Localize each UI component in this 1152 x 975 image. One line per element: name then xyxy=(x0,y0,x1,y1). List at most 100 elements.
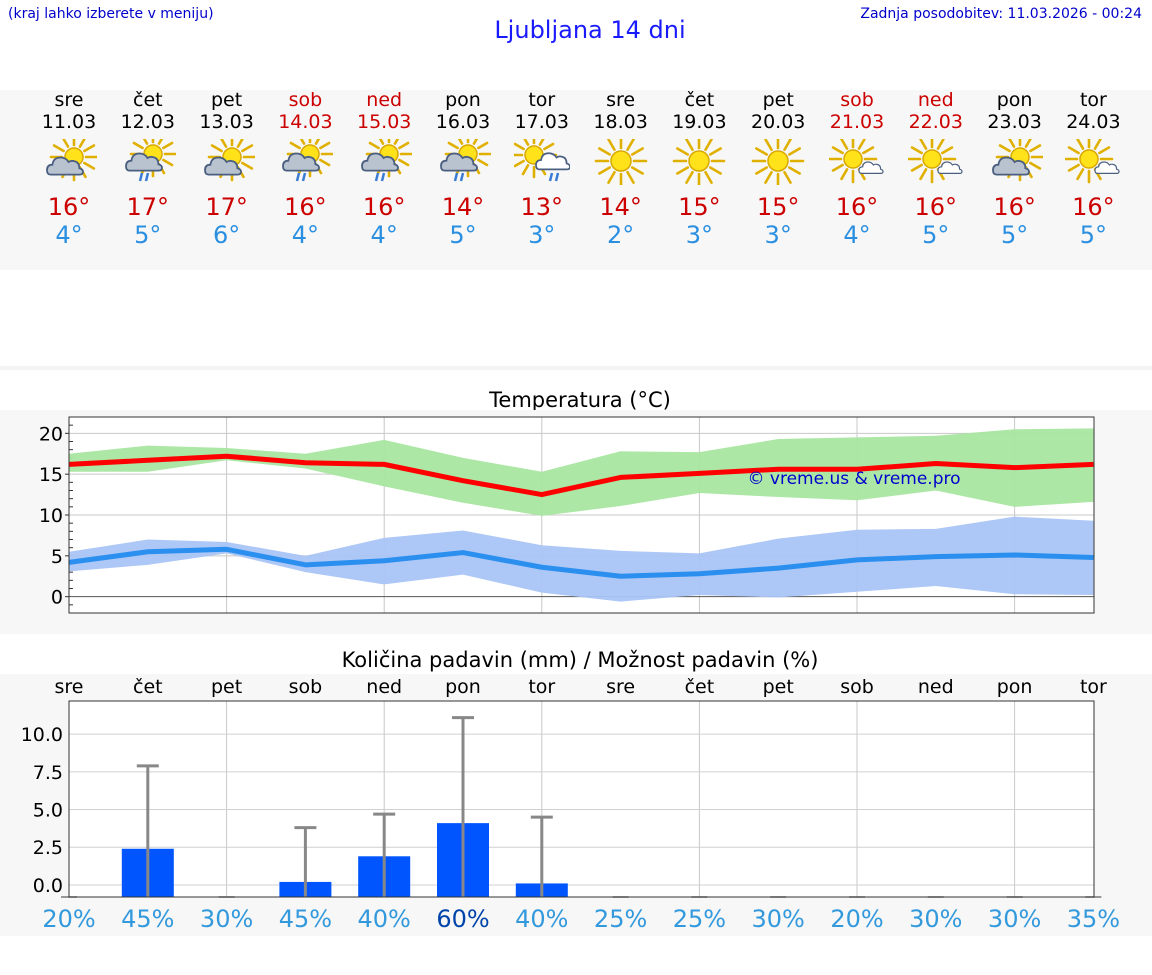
day-column: sre 18.03 14° 2° xyxy=(581,89,661,249)
min-temperature: 4° xyxy=(843,221,871,249)
precipitation-probability: 25% xyxy=(673,905,726,933)
day-name: pet xyxy=(762,89,794,111)
min-temperature: 3° xyxy=(764,221,792,249)
day-date: 18.03 xyxy=(593,111,648,133)
day-label: sob xyxy=(289,676,323,698)
sun-cloud-rain-icon xyxy=(120,130,177,185)
precipitation-probability: 30% xyxy=(200,905,253,933)
day-date: 14.03 xyxy=(278,111,333,133)
min-temperature: 3° xyxy=(685,221,714,249)
plot-area xyxy=(69,701,1094,897)
max-temperature: 14° xyxy=(441,193,485,221)
sun-cloud-rain-icon xyxy=(435,130,492,185)
y-tick-label: 5 xyxy=(51,546,63,568)
day-column: sre 11.03 16° 4° xyxy=(29,89,109,249)
precipitation-probability: 60% xyxy=(436,905,489,933)
day-name: sre xyxy=(54,89,84,111)
sun-icon xyxy=(593,134,649,188)
day-name: čet xyxy=(133,89,163,111)
day-label: čet xyxy=(685,676,715,698)
day-date: 15.03 xyxy=(356,111,412,133)
day-label: pon xyxy=(997,676,1033,698)
max-temperature: 16° xyxy=(835,193,879,221)
max-temperature: 16° xyxy=(1072,193,1115,221)
min-temperature-line xyxy=(68,546,1094,579)
day-name: ned xyxy=(917,89,954,111)
y-tick-label: 5.0 xyxy=(33,800,63,822)
max-temperature: 13° xyxy=(520,193,564,221)
last-update: Zadnja posodobitev: 11.03.2026 - 00:24 xyxy=(860,6,1142,22)
sun-icon xyxy=(671,134,727,188)
day-label: ned xyxy=(918,676,954,698)
sun-cloud-rain-icon xyxy=(277,130,334,185)
divider xyxy=(0,366,1152,370)
day-date: 22.03 xyxy=(908,111,963,133)
day-date: 19.03 xyxy=(672,111,727,133)
max-temperature-range xyxy=(69,428,1094,516)
max-temperature: 16° xyxy=(284,193,327,221)
y-tick-label: 7.5 xyxy=(33,762,63,784)
precipitation-probability: 20% xyxy=(830,905,883,933)
day-label: ned xyxy=(366,676,402,698)
precipitation-probability: 40% xyxy=(358,905,411,933)
y-tick-label: 0.0 xyxy=(33,875,63,897)
day-label: sre xyxy=(606,676,635,698)
max-temperature: 17° xyxy=(126,193,170,221)
day-name: sob xyxy=(840,89,874,111)
min-temperature: 4° xyxy=(370,221,398,249)
precipitation-probability: 35% xyxy=(1067,905,1120,933)
day-column: čet 19.03 15° 3° xyxy=(659,89,739,249)
day-name: pet xyxy=(210,89,243,111)
precipitation-probability: 25% xyxy=(594,905,647,933)
day-label: pet xyxy=(763,676,794,698)
sun-cloud-rain-outline-icon xyxy=(510,131,571,185)
min-temperature-range xyxy=(69,516,1094,602)
min-temperature: 3° xyxy=(528,221,556,249)
min-temperature: 5° xyxy=(1000,221,1029,249)
day-column: ned 15.03 16° 4° xyxy=(344,89,424,249)
plot-frame xyxy=(68,700,1095,898)
day-column: pet 13.03 17° 6° xyxy=(187,89,267,249)
day-date: 20.03 xyxy=(750,111,806,133)
sun-small-cloud-icon xyxy=(1065,134,1121,185)
plot-frame xyxy=(68,416,1095,614)
day-column: pon 16.03 14° 5° xyxy=(423,89,503,249)
precipitation-chart-title: Količina padavin (mm) / Možnost padavin … xyxy=(341,648,819,672)
min-temperature: 5° xyxy=(922,221,950,249)
day-name: pon xyxy=(445,89,481,111)
min-temperature: 5° xyxy=(449,221,477,249)
precipitation-probability: 30% xyxy=(752,905,805,933)
day-label: tor xyxy=(1080,676,1107,698)
day-column: pon 23.03 16° 5° xyxy=(975,89,1055,249)
watermark: © vreme.us & vreme.pro xyxy=(747,469,960,489)
temperature-chart: 0 5 10 15 20 © vreme.us & vreme.pro xyxy=(39,416,1095,614)
sun-cloud-icon xyxy=(41,132,99,185)
day-name: ned xyxy=(366,89,403,111)
max-temperature: 16° xyxy=(47,193,91,221)
day-label: pon xyxy=(445,676,481,698)
sun-cloud-icon xyxy=(987,132,1044,185)
day-label: čet xyxy=(133,676,163,698)
sun-cloud-rain-icon xyxy=(356,130,413,185)
day-name: tor xyxy=(1079,89,1107,111)
max-temperature: 14° xyxy=(599,193,642,221)
day-label: sre xyxy=(55,676,84,698)
sun-small-cloud-icon xyxy=(828,134,885,185)
day-name: pon xyxy=(996,89,1033,111)
day-name: tor xyxy=(528,89,556,111)
day-label: tor xyxy=(528,676,555,698)
min-temperature: 6° xyxy=(212,221,241,249)
max-temperature: 16° xyxy=(362,193,406,221)
max-temperature: 15° xyxy=(678,193,721,221)
y-tick-label: 10.0 xyxy=(21,724,63,746)
day-date: 12.03 xyxy=(120,111,175,133)
y-tick-label: 15 xyxy=(39,464,63,486)
day-date: 16.03 xyxy=(435,111,491,133)
day-date: 17.03 xyxy=(514,111,569,133)
min-temperature: 4° xyxy=(55,221,83,249)
day-column: pet 20.03 15° 3° xyxy=(738,89,818,249)
max-temperature: 16° xyxy=(993,193,1036,221)
day-name: sre xyxy=(606,89,636,111)
day-column: tor 24.03 16° 5° xyxy=(1053,89,1133,249)
region-menu-note: (kraj lahko izberete v meniju) xyxy=(8,6,214,22)
